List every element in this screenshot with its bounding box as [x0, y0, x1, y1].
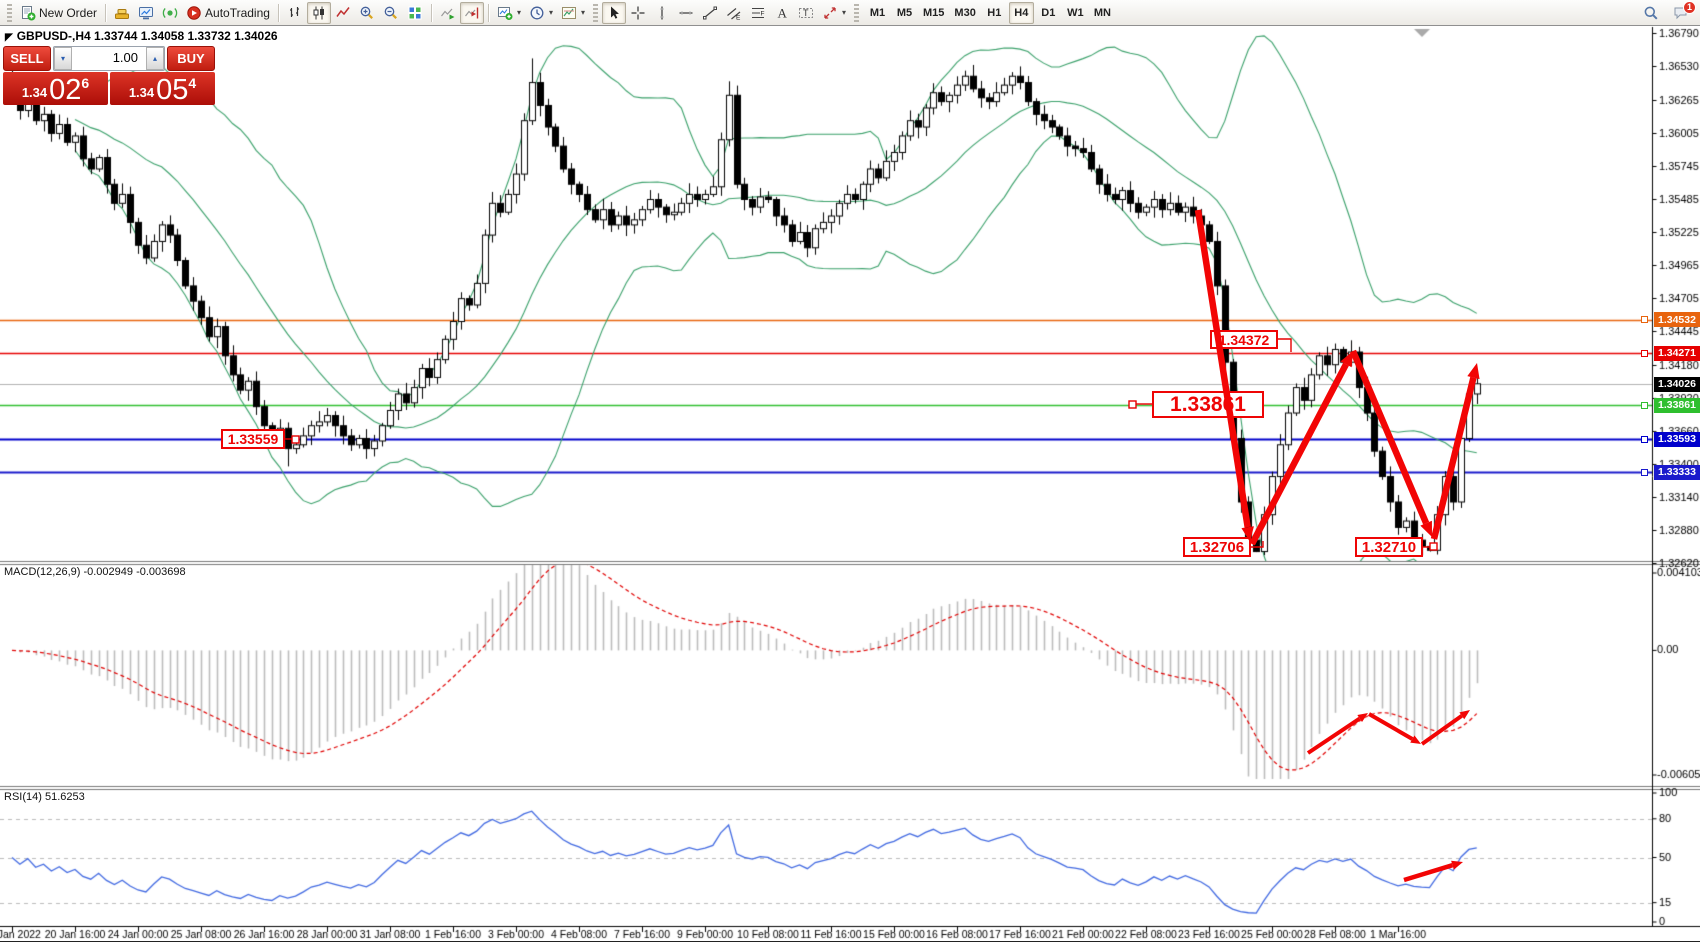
one-click-trading-panel: SELL ▾ 1.00 ▴ BUY 1.34 02 6 1.34 05 4 [3, 46, 215, 105]
svg-text:A: A [778, 5, 788, 20]
text-label-icon[interactable]: T [794, 2, 818, 24]
periods-icon[interactable]: ▾ [525, 2, 557, 24]
notifications-icon[interactable]: 1 [1669, 0, 1696, 24]
timeframe-M1[interactable]: M1 [865, 2, 890, 24]
price-annotation-label[interactable]: 1.32706 [1183, 537, 1251, 557]
tile-windows-icon[interactable] [403, 2, 427, 24]
new-order-button[interactable]: New Order [16, 2, 101, 24]
autotrading-label: AutoTrading [205, 5, 270, 20]
search-icon[interactable] [1639, 2, 1663, 24]
cursor-icon[interactable] [602, 1, 626, 24]
candlestick-icon[interactable] [306, 1, 331, 24]
toolbar-grip [593, 3, 598, 22]
price-annotation-label[interactable]: 1.33861 [1152, 391, 1264, 418]
toolbar-separator [277, 3, 279, 22]
timeframe-MN[interactable]: MN [1090, 2, 1115, 24]
timeframe-M15[interactable]: M15 [919, 2, 948, 24]
price-chart-canvas[interactable] [0, 26, 1700, 942]
notification-badge: 1 [1683, 0, 1696, 14]
toolbar-separator [430, 3, 432, 22]
price-annotation-label[interactable]: 1.34372 [1210, 330, 1278, 349]
chart-shift-icon[interactable] [459, 1, 484, 24]
sell-button[interactable]: SELL [3, 46, 51, 71]
timeframe-D1[interactable]: D1 [1036, 2, 1061, 24]
toolbar-grip [854, 3, 860, 22]
price-annotation-label[interactable]: 1.33559 [221, 429, 285, 449]
zoom-in-icon[interactable] [355, 2, 379, 24]
equidistant-channel-icon[interactable]: E [722, 2, 746, 24]
volume-value[interactable]: 1.00 [112, 50, 138, 65]
timeframe-M5[interactable]: M5 [892, 2, 917, 24]
rsi-label: RSI(14) 51.6253 [4, 791, 85, 803]
zoom-out-icon[interactable] [379, 2, 403, 24]
line-chart-icon[interactable] [331, 2, 355, 24]
timeframe-M30[interactable]: M30 [950, 2, 979, 24]
toolbar-grip [7, 3, 12, 22]
horizontal-line-icon[interactable] [674, 2, 698, 24]
sell-price[interactable]: 1.34 02 6 [3, 72, 108, 105]
svg-text:E: E [736, 14, 741, 21]
trendline-icon[interactable] [698, 2, 722, 24]
new-order-label: New Order [39, 5, 98, 20]
volume-increase-button[interactable]: ▴ [146, 47, 164, 70]
svg-text:T: T [803, 8, 809, 18]
buy-button[interactable]: BUY [167, 46, 215, 71]
volume-decrease-button[interactable]: ▾ [54, 47, 72, 70]
chart-title: ◤ GBPUSD-,H4 1.33744 1.34058 1.33732 1.34… [5, 29, 278, 43]
sell-price-sup: 6 [81, 75, 90, 91]
timeframe-H4[interactable]: H4 [1008, 1, 1034, 24]
price-annotation-label[interactable]: 1.32710 [1355, 537, 1423, 557]
timeframe-W1[interactable]: W1 [1063, 2, 1088, 24]
toolbar: New Order AutoTrading ▾ ▾ ▾ E F A T ▾ M1… [0, 0, 1700, 26]
buy-price-prefix: 1.34 [128, 85, 155, 100]
svg-text:F: F [761, 10, 765, 17]
symbol-marker-icon: ◤ [5, 32, 13, 43]
timeframe-toolbar: M1 M5 M15 M30 H1 H4 D1 W1 MN [865, 1, 1115, 24]
sell-price-big: 02 [49, 74, 82, 106]
toolbar-separator [105, 3, 107, 22]
volume-spinner: ▾ 1.00 ▴ [53, 46, 165, 71]
ohlc-title-text: GBPUSD-,H4 1.33744 1.34058 1.33732 1.340… [16, 29, 278, 43]
buy-price[interactable]: 1.34 05 4 [110, 72, 215, 105]
bar-chart-icon[interactable] [283, 2, 307, 24]
timeframe-H1[interactable]: H1 [982, 2, 1007, 24]
autotrading-button[interactable]: AutoTrading [182, 2, 274, 24]
signals-icon[interactable] [158, 2, 182, 24]
buy-price-sup: 4 [188, 75, 197, 91]
template-icon[interactable]: ▾ [557, 2, 589, 24]
chart-window: 1.34532 1.34271 1.34026 1.33861 1.33593 1.333… [0, 26, 1700, 942]
vertical-line-icon[interactable] [650, 2, 674, 24]
new-chart-icon[interactable]: ▾ [493, 2, 525, 24]
auto-scroll-icon[interactable] [436, 2, 460, 24]
arrows-icon[interactable]: ▾ [818, 2, 850, 24]
sell-price-prefix: 1.34 [21, 85, 48, 100]
text-icon[interactable]: A [770, 2, 794, 24]
gold-icon[interactable] [110, 2, 134, 24]
toolbar-separator [487, 3, 489, 22]
crosshair-icon[interactable] [626, 2, 650, 24]
fibonacci-icon[interactable]: F [746, 2, 770, 24]
terminal-icon[interactable] [134, 2, 158, 24]
macd-label: MACD(12,26,9) -0.002949 -0.003698 [4, 566, 186, 578]
buy-price-big: 05 [156, 74, 189, 106]
